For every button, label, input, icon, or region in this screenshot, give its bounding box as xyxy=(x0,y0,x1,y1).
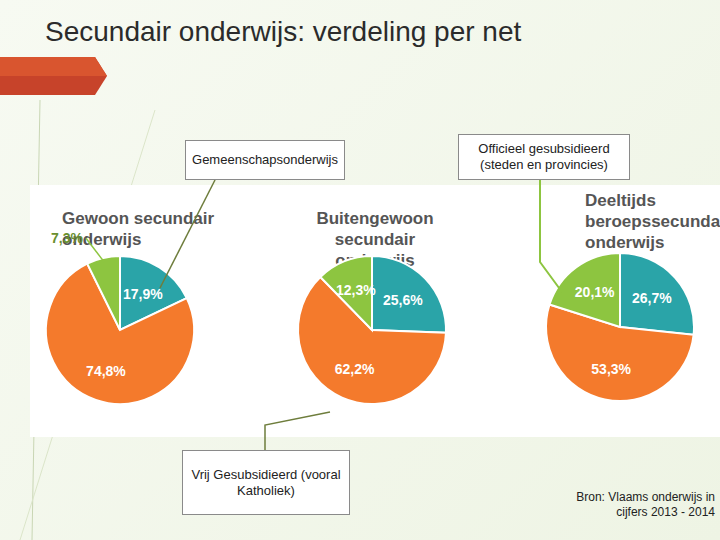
svg-text:74,8%: 74,8% xyxy=(86,363,126,379)
svg-text:26,7%: 26,7% xyxy=(632,290,672,306)
svg-text:20,1%: 20,1% xyxy=(575,284,615,300)
svg-text:7,3%: 7,3% xyxy=(51,230,83,246)
svg-text:12,3%: 12,3% xyxy=(336,282,376,298)
svg-text:17,9%: 17,9% xyxy=(123,286,163,302)
svg-text:62,2%: 62,2% xyxy=(335,361,375,377)
svg-text:53,3%: 53,3% xyxy=(591,361,631,377)
svg-text:25,6%: 25,6% xyxy=(383,292,423,308)
